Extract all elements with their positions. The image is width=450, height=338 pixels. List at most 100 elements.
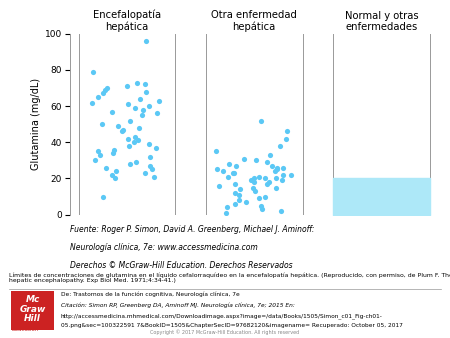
Text: Citación: Simon RP, Greenberg DA, Aminoff MJ. Neurología clínica, 7e; 2015 En:: Citación: Simon RP, Greenberg DA, Aminof… xyxy=(61,303,295,308)
Point xyxy=(111,176,118,181)
Point xyxy=(130,140,138,145)
Point xyxy=(147,154,154,160)
Point xyxy=(124,136,131,141)
Point xyxy=(111,147,118,152)
Point xyxy=(124,102,131,107)
Point xyxy=(259,207,266,212)
Point xyxy=(127,161,134,167)
Point xyxy=(123,83,130,89)
Point xyxy=(220,169,227,174)
Point xyxy=(273,185,280,190)
Point xyxy=(269,163,276,169)
Point xyxy=(141,82,149,87)
Point xyxy=(94,149,101,154)
Point xyxy=(113,169,120,174)
Point xyxy=(231,201,238,207)
Point xyxy=(146,163,153,169)
Point xyxy=(131,105,139,111)
Point xyxy=(139,107,146,113)
Point xyxy=(236,197,243,203)
Point xyxy=(261,176,269,181)
Point xyxy=(280,172,287,177)
Point xyxy=(96,152,103,158)
Point xyxy=(252,188,259,194)
Point xyxy=(251,179,258,185)
Text: http://accessmedicina.mhmedical.com/Downloadimage.aspx?image=/data/Books/1505/Si: http://accessmedicina.mhmedical.com/Down… xyxy=(61,313,382,319)
Point xyxy=(213,149,220,154)
Point xyxy=(252,158,259,163)
Point xyxy=(98,122,105,127)
Point xyxy=(232,163,239,169)
Point xyxy=(231,170,238,176)
Point xyxy=(250,176,257,181)
Point xyxy=(119,127,126,132)
Point xyxy=(142,170,149,176)
Point xyxy=(278,177,285,183)
Point xyxy=(273,176,280,181)
Point xyxy=(134,138,141,143)
Point xyxy=(151,174,158,179)
Point xyxy=(88,100,95,105)
Point xyxy=(265,179,272,185)
Point xyxy=(133,80,140,85)
Point xyxy=(283,129,290,134)
Point xyxy=(149,167,156,172)
Point xyxy=(119,129,126,134)
Y-axis label: Glutamina (mg/dL): Glutamina (mg/dL) xyxy=(31,78,40,170)
Point xyxy=(248,177,255,183)
Point xyxy=(261,194,268,199)
Point xyxy=(230,170,237,176)
Point xyxy=(153,111,160,116)
Point xyxy=(255,196,262,201)
Text: Education: Education xyxy=(11,327,39,332)
Point xyxy=(276,143,284,149)
Point xyxy=(104,86,111,91)
Point xyxy=(235,192,243,197)
Text: Normal y otras
enfermedades: Normal y otras enfermedades xyxy=(345,10,418,32)
Point xyxy=(102,87,109,93)
Point xyxy=(242,199,249,205)
Point xyxy=(145,141,153,147)
Point xyxy=(241,156,248,161)
Point xyxy=(249,185,256,190)
Point xyxy=(283,136,290,141)
Point xyxy=(137,96,144,102)
Point xyxy=(256,174,263,179)
Point xyxy=(223,210,230,216)
Point xyxy=(89,69,96,74)
Point xyxy=(139,113,146,118)
Point xyxy=(132,160,140,165)
Point xyxy=(273,167,280,172)
Text: Otra enfermedad
hepática: Otra enfermedad hepática xyxy=(212,10,297,32)
Point xyxy=(99,194,107,199)
Point xyxy=(277,208,284,214)
Text: Mc: Mc xyxy=(26,295,40,304)
Text: Derechos © McGraw-Hill Education. Derechos Reservados: Derechos © McGraw-Hill Education. Derech… xyxy=(70,261,292,270)
Point xyxy=(213,167,220,172)
Point xyxy=(125,143,132,149)
Text: De: Trastornos de la función cognitiva, Neurología clínica, 7e: De: Trastornos de la función cognitiva, … xyxy=(61,291,239,297)
Point xyxy=(94,94,101,100)
Point xyxy=(126,118,134,123)
Text: Neurología clínica, 7e: www.accessmedicina.com: Neurología clínica, 7e: www.accessmedici… xyxy=(70,243,257,252)
Point xyxy=(146,103,153,109)
Point xyxy=(109,172,116,177)
Point xyxy=(237,187,244,192)
Point xyxy=(232,181,239,187)
Point xyxy=(263,181,270,187)
Point xyxy=(266,152,274,158)
Text: Copyright © 2017 McGraw-Hill Education. All rights reserved: Copyright © 2017 McGraw-Hill Education. … xyxy=(150,330,300,335)
Point xyxy=(143,38,150,44)
Text: Hill: Hill xyxy=(24,314,41,323)
Point xyxy=(271,169,278,174)
Point xyxy=(108,109,116,114)
Point xyxy=(264,160,271,165)
Point xyxy=(216,183,223,188)
Point xyxy=(153,145,160,150)
Point xyxy=(274,165,281,170)
Point xyxy=(136,125,143,130)
Point xyxy=(114,123,122,129)
Text: Fuente: Roger P. Simon, David A. Greenberg, Michael J. Aminoff:: Fuente: Roger P. Simon, David A. Greenbe… xyxy=(70,225,314,234)
Point xyxy=(102,165,109,170)
Point xyxy=(223,205,230,210)
